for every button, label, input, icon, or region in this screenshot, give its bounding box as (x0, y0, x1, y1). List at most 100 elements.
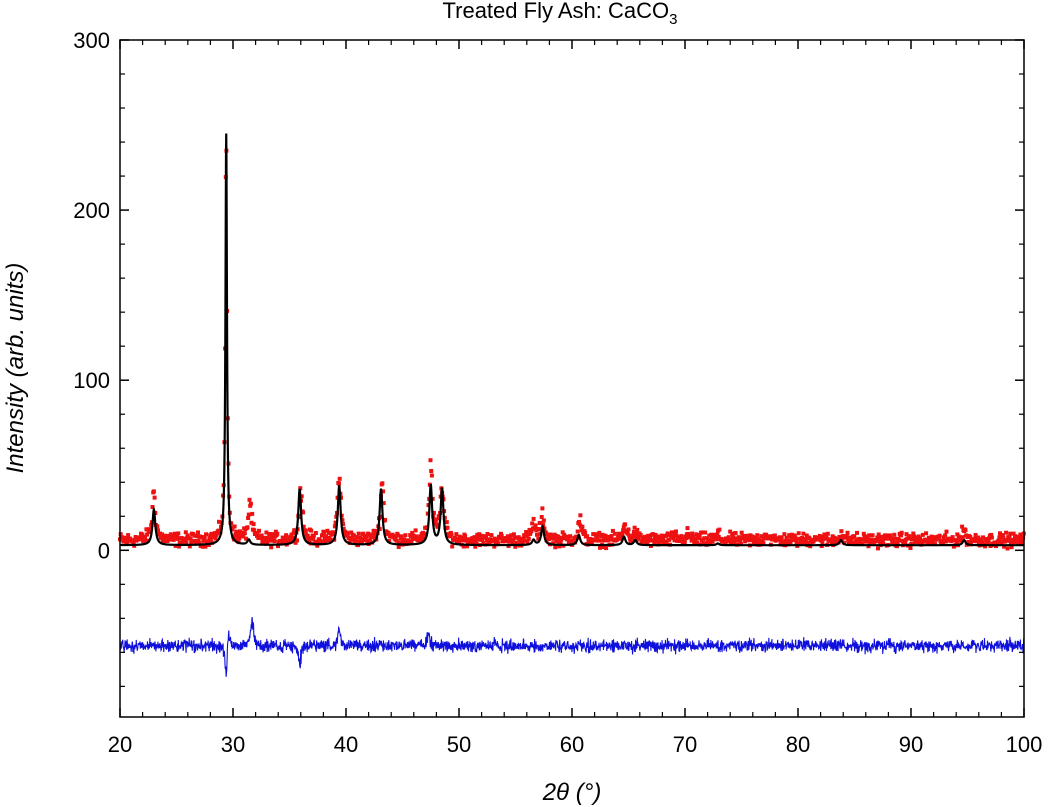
observed-point (311, 533, 316, 538)
observed-point (981, 535, 986, 540)
observed-point (966, 540, 971, 544)
observed-point (647, 538, 652, 543)
observed-point (393, 534, 398, 539)
observed-point (893, 536, 897, 541)
observed-point (525, 539, 530, 544)
observed-point (298, 486, 303, 491)
observed-point (250, 511, 255, 516)
observed-point (864, 539, 869, 544)
axis-ticks: 20 30 40 50 60 70 80 90 100 0 100 200 300 (73, 28, 1042, 757)
observed-point (229, 521, 234, 526)
observed-point (381, 489, 386, 494)
observed-point (806, 541, 811, 545)
observed-point (679, 534, 684, 539)
observed-point (187, 544, 192, 549)
observed-point (862, 534, 867, 538)
observed-point (196, 538, 201, 543)
y-tick-label: 100 (73, 368, 110, 393)
observed-point (496, 541, 501, 546)
observed-point (924, 531, 929, 536)
observed-point (918, 536, 922, 541)
observed-point (609, 534, 614, 538)
observed-point (1004, 530, 1009, 535)
observed-point (471, 540, 476, 545)
observed-point (820, 541, 825, 546)
observed-point (650, 532, 655, 537)
observed-point (499, 533, 504, 538)
observed-point (897, 538, 901, 543)
observed-point (463, 534, 468, 539)
observed-point (492, 536, 497, 541)
observed-point (1011, 531, 1016, 536)
observed-point (911, 533, 916, 538)
observed-point (456, 541, 461, 546)
observed-point (383, 517, 388, 522)
observed-point (429, 469, 434, 473)
observed-point (629, 538, 634, 543)
observed-point (636, 536, 640, 541)
observed-point (306, 536, 311, 541)
observed-point (822, 532, 827, 537)
observed-point (526, 536, 531, 541)
observed-point (353, 538, 358, 543)
observed-point (989, 532, 994, 537)
observed-point (560, 530, 565, 535)
chart-title-subscript: 3 (669, 11, 677, 28)
observed-point (880, 539, 885, 544)
observed-point (340, 518, 345, 523)
observed-point (861, 531, 866, 536)
observed-point (365, 539, 370, 544)
observed-point (954, 540, 959, 545)
observed-point (288, 534, 293, 539)
observed-point (194, 541, 199, 546)
observed-point (739, 530, 744, 535)
observed-point (247, 497, 252, 502)
observed-point (760, 539, 765, 543)
observed-point (334, 514, 339, 519)
observed-point (632, 525, 637, 530)
observed-point (423, 532, 428, 536)
observed-point (659, 538, 663, 543)
observed-point (511, 532, 516, 537)
observed-point (634, 531, 638, 536)
observed-point (770, 537, 775, 542)
x-tick-label: 50 (447, 732, 471, 757)
observed-point (1005, 546, 1010, 551)
observed-point (1010, 540, 1015, 545)
observed-point (236, 532, 240, 537)
observed-point (473, 544, 478, 549)
observed-point (267, 532, 272, 536)
observed-point (171, 537, 176, 542)
observed-point (246, 512, 251, 517)
observed-point (753, 536, 758, 541)
observed-point (954, 538, 958, 543)
observed-point (403, 533, 408, 538)
observed-point (404, 538, 409, 543)
x-axis-title: 2θ (°) (542, 779, 602, 806)
observed-point (386, 531, 391, 536)
observed-point (528, 531, 533, 536)
observed-point (657, 541, 662, 546)
observed-point (282, 539, 287, 544)
observed-point (396, 533, 400, 538)
observed-point (620, 531, 625, 536)
observed-point (558, 540, 563, 545)
observed-point (428, 458, 433, 463)
observed-point (682, 539, 687, 544)
observed-point (499, 531, 503, 536)
observed-point (568, 534, 573, 539)
observed-point (726, 535, 731, 540)
observed-point (259, 533, 264, 538)
observed-point (510, 541, 515, 546)
observed-point (794, 538, 798, 543)
observed-point (602, 538, 607, 543)
observed-point (372, 530, 377, 535)
observed-point (857, 539, 861, 544)
observed-point (1002, 544, 1007, 549)
observed-point (371, 528, 376, 533)
observed-point (360, 538, 364, 543)
observed-point (272, 539, 277, 544)
observed-point (160, 532, 164, 537)
observed-point (583, 530, 588, 535)
observed-point (337, 476, 342, 481)
